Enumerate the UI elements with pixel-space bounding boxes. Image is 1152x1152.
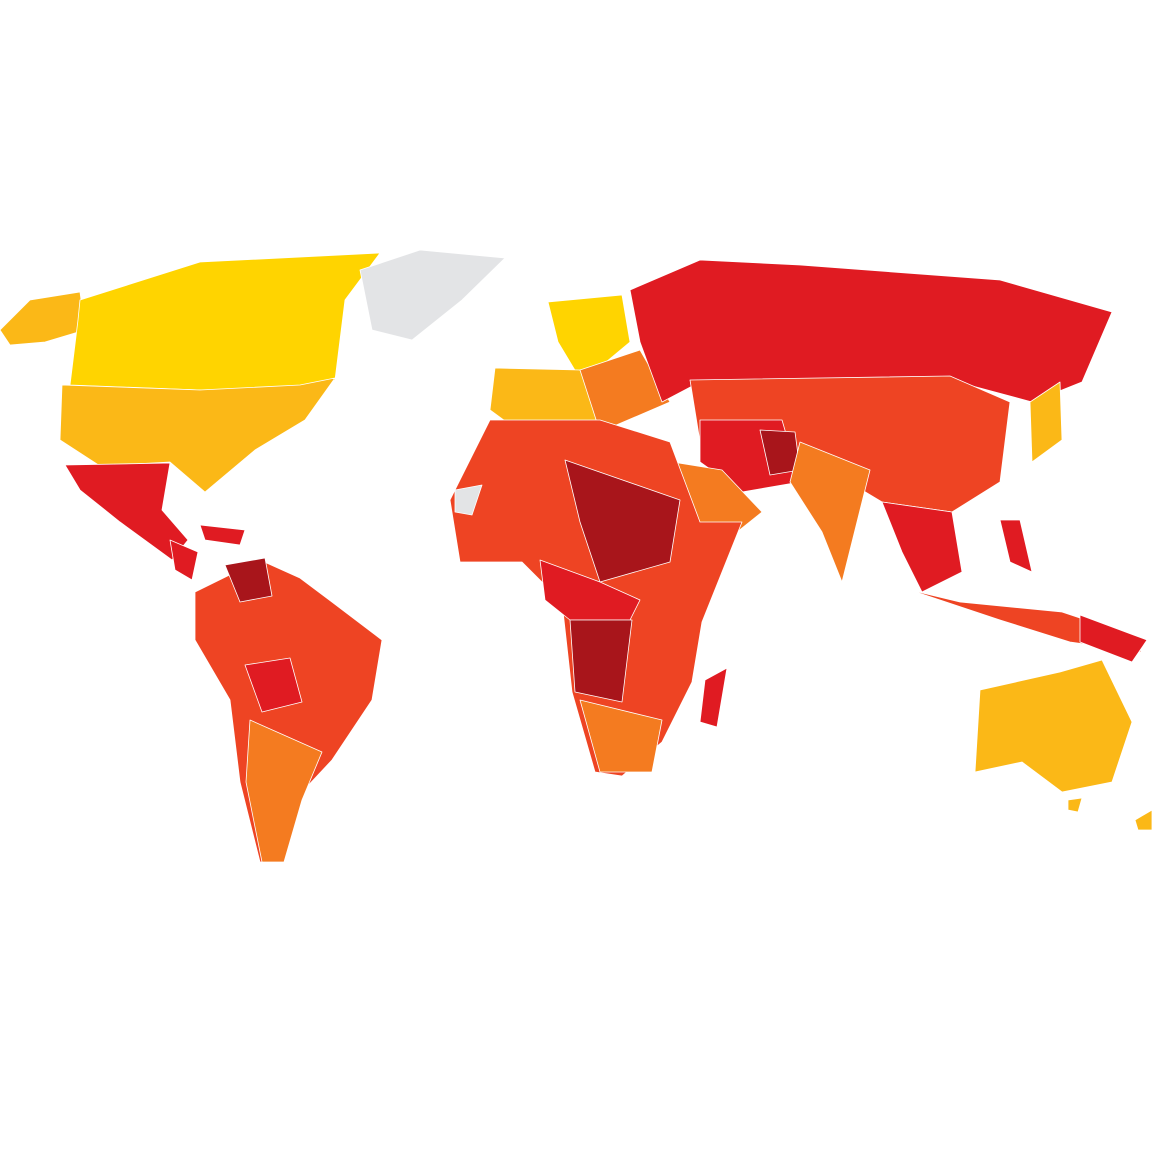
- region-bolivia: [244, 657, 303, 713]
- region-japan: [1029, 381, 1063, 463]
- region-south-america: [194, 559, 383, 863]
- region-new-zealand: [1134, 809, 1152, 831]
- region-canada: [69, 252, 381, 411]
- region-eastern-europe: [579, 349, 671, 433]
- region-southeast-asia: [881, 501, 963, 593]
- region-greenland: [359, 249, 506, 341]
- region-argentina-chile: [245, 719, 323, 863]
- region-madagascar: [699, 667, 728, 728]
- region-angola-drc: [569, 619, 633, 703]
- region-western-sahara: [454, 484, 483, 516]
- region-sahel-dark: [564, 459, 681, 583]
- region-philippines: [999, 519, 1033, 573]
- region-venezuela: [224, 557, 273, 603]
- region-tasmania: [1067, 797, 1083, 813]
- region-southern-africa: [579, 699, 663, 773]
- region-papua: [1079, 614, 1148, 663]
- region-caribbean: [199, 524, 246, 546]
- region-mexico: [64, 462, 189, 561]
- region-central-america: [169, 539, 199, 581]
- region-india: [789, 441, 871, 583]
- region-australia: [974, 659, 1133, 793]
- region-alaska: [0, 291, 86, 346]
